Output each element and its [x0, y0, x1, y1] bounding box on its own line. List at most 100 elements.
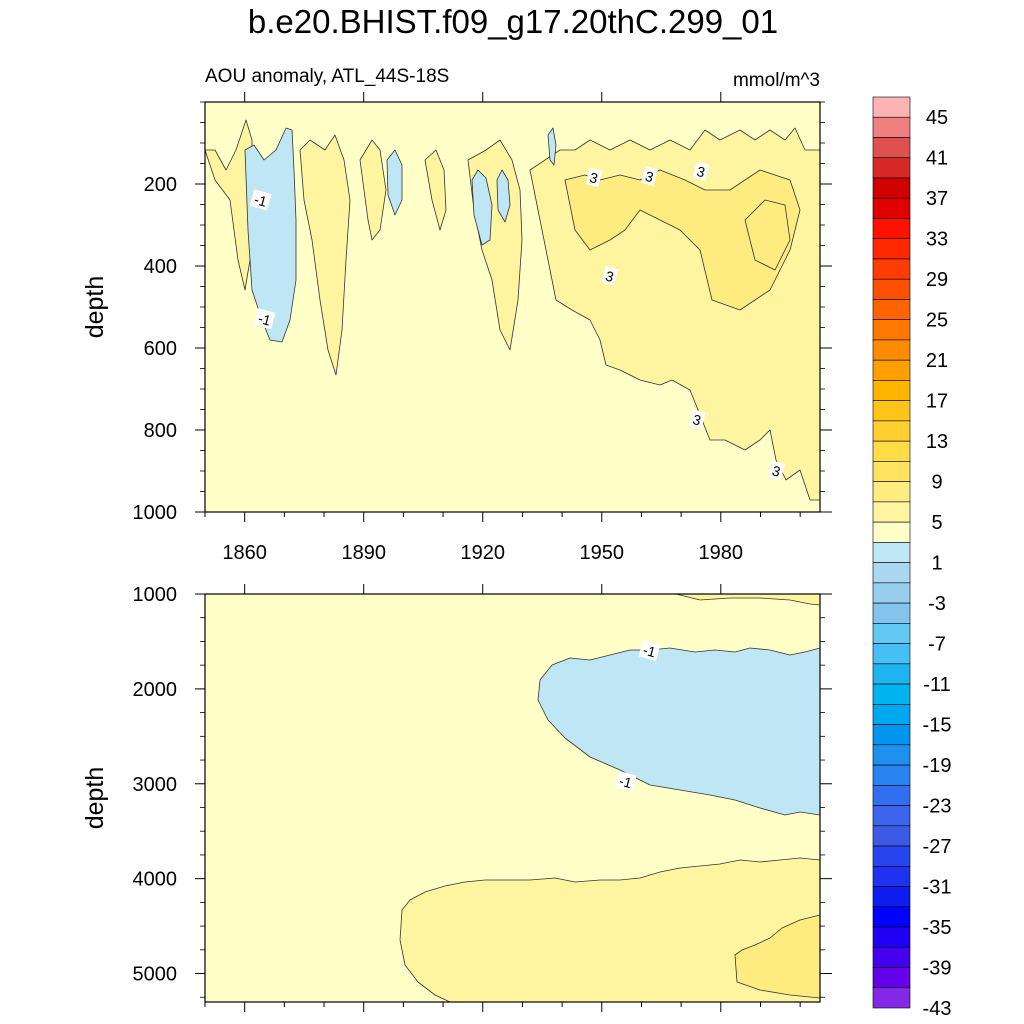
- y-axis-label: depth: [81, 276, 109, 339]
- contour-region: [244, 127, 297, 343]
- colorbar-label: 33: [926, 229, 948, 251]
- contour-region: [299, 134, 351, 376]
- contour-region: [547, 127, 557, 166]
- colorbar-swatch: [872, 278, 911, 300]
- colorbar-label: 21: [926, 350, 948, 372]
- contour-label-bg: [249, 189, 272, 211]
- x-tick-label: 1890: [341, 542, 386, 564]
- colorbar-swatch: [872, 501, 911, 523]
- y-tick-label: 3000: [133, 774, 178, 796]
- colorbar-label: 25: [926, 310, 948, 332]
- colorbar-swatch: [872, 845, 911, 867]
- colorbar-swatch: [872, 764, 911, 786]
- colorbar-label: 1: [931, 553, 942, 575]
- x-tick-label: 1950: [580, 542, 625, 564]
- contour-regions: [205, 119, 820, 501]
- colorbar-label: 29: [926, 269, 948, 291]
- colorbar-label: -31: [923, 877, 952, 899]
- colorbar-swatch: [872, 116, 911, 138]
- colorbar-label: 9: [931, 472, 942, 494]
- colorbar-swatch: [872, 461, 911, 482]
- colorbar-swatch: [872, 946, 911, 968]
- colorbar-swatch: [872, 521, 911, 543]
- colorbar-swatch: [872, 542, 911, 563]
- colorbar-label: 41: [926, 148, 948, 170]
- plot-frame: [204, 593, 821, 1003]
- contour-region: [399, 857, 820, 1002]
- colorbar-swatch: [872, 704, 911, 725]
- y-tick-label: 4000: [133, 869, 178, 891]
- colorbar-swatch: [872, 400, 911, 422]
- contour-region: [537, 647, 820, 816]
- y-axis-label: depth: [81, 767, 109, 830]
- x-tick-label: 1980: [699, 542, 744, 564]
- colorbar-label: 13: [926, 431, 948, 453]
- colorbar-swatch: [872, 359, 911, 381]
- colorbar-swatch: [872, 906, 911, 928]
- contour-label-bg: [601, 265, 619, 286]
- contour-regions: [399, 594, 820, 1002]
- colorbar-swatch: [872, 967, 911, 989]
- contour-label: 3: [641, 166, 658, 187]
- colorbar-label: -19: [923, 755, 952, 777]
- contour-label-text: 3: [771, 462, 783, 480]
- colorbar-swatch: [872, 582, 911, 604]
- contour-label-text: -1: [252, 191, 268, 210]
- colorbar-label: -7: [928, 634, 946, 656]
- colorbar-swatch: [872, 440, 911, 462]
- contour-region: [386, 149, 403, 216]
- colorbar-swatch: [872, 481, 911, 503]
- chart-title: b.e20.BHIST.f09_g17.20thC.299_01: [248, 3, 778, 40]
- colorbar-swatch: [872, 197, 911, 219]
- colorbar-swatch: [872, 258, 911, 280]
- y-tick-label: 2000: [133, 679, 178, 701]
- contour-label-text: -1: [617, 773, 633, 792]
- contour-label: -1: [249, 189, 272, 211]
- y-tick-label: 5000: [133, 964, 178, 986]
- subtitle-units: mmol/m^3: [733, 70, 820, 91]
- contour-region: [734, 914, 820, 999]
- contour-label-bg: [641, 166, 658, 187]
- contour-label: 3: [768, 460, 785, 481]
- contour-region: [564, 169, 801, 311]
- contour-label-bg: [253, 308, 276, 330]
- contour-label-text: 3: [695, 163, 707, 181]
- contour-label: -1: [614, 770, 637, 792]
- colorbar-swatch: [872, 562, 911, 584]
- y-tick-label: 1000: [133, 502, 178, 524]
- colorbar-swatch: [872, 602, 911, 624]
- colorbar-swatch: [872, 339, 911, 361]
- colorbar-swatch: [872, 177, 911, 199]
- contour-label-bg: [614, 770, 637, 792]
- y-tick-label: 1000: [133, 584, 178, 606]
- colorbar-swatch: [872, 238, 911, 260]
- y-tick-label: 200: [144, 174, 177, 196]
- x-tick-label: 1920: [460, 542, 505, 564]
- y-tick-label: 400: [144, 256, 177, 278]
- contour-label-bg: [768, 460, 785, 481]
- y-tick-label: 600: [144, 338, 177, 360]
- colorbar-swatch: [872, 724, 911, 746]
- colorbar-label: -43: [923, 998, 952, 1020]
- contour-region: [424, 149, 447, 231]
- colorbar-label: 45: [926, 107, 948, 129]
- colorbar-swatch: [872, 319, 911, 341]
- upper-panel: 1860 1890 1920 1950 1980 200 400 600 800 1000 dept…: [81, 92, 832, 564]
- colorbar-swatch: [872, 805, 911, 827]
- colorbar: 45 41 37 33 29 25 21 17 13 9 5 1 -3 -7 -11 -15 -19 -23 -27…: [872, 96, 952, 1020]
- colorbar-swatch: [872, 299, 911, 320]
- colorbar-swatch: [872, 420, 911, 442]
- colorbar-label: -39: [923, 958, 952, 980]
- colorbar-swatch: [872, 137, 911, 159]
- contour-region: [744, 199, 791, 271]
- colorbar-label: 17: [926, 391, 948, 413]
- colorbar-label: 37: [926, 188, 948, 210]
- colorbar-label: -23: [923, 796, 952, 818]
- colorbar-label: -27: [923, 836, 952, 858]
- contour-label: 3: [601, 265, 619, 286]
- contour-label-text: 3: [604, 268, 616, 286]
- colorbar-swatch: [872, 380, 911, 401]
- lower-panel: 1000 2000 3000 4000 5000 depth -1 -1: [81, 584, 832, 1012]
- contour-label-text: 3: [691, 411, 703, 429]
